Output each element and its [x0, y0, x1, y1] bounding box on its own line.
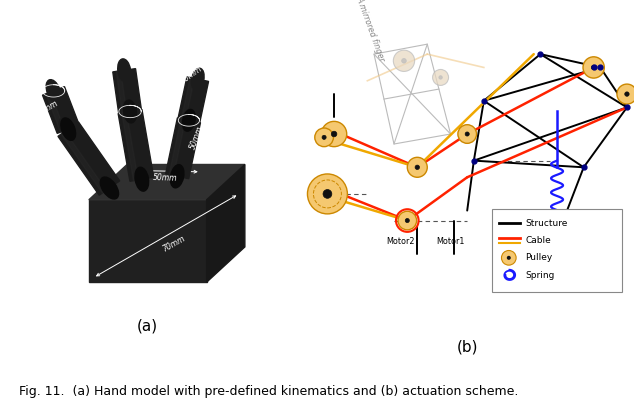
Text: 24mm: 24mm: [35, 99, 60, 118]
Polygon shape: [113, 69, 141, 113]
Circle shape: [407, 157, 428, 177]
Ellipse shape: [100, 177, 118, 199]
Ellipse shape: [170, 165, 184, 188]
Ellipse shape: [123, 99, 137, 124]
Ellipse shape: [118, 59, 131, 82]
Polygon shape: [181, 78, 195, 120]
Text: Spring: Spring: [525, 271, 555, 280]
Circle shape: [394, 50, 415, 72]
Text: 40mm: 40mm: [179, 64, 205, 85]
Ellipse shape: [191, 68, 204, 90]
Circle shape: [323, 189, 332, 198]
Ellipse shape: [61, 118, 76, 140]
Text: Motor1: Motor1: [436, 237, 465, 246]
Circle shape: [321, 121, 347, 147]
Circle shape: [433, 69, 449, 85]
Polygon shape: [118, 109, 154, 181]
Polygon shape: [116, 71, 127, 113]
Circle shape: [625, 92, 629, 96]
Circle shape: [402, 59, 406, 63]
Polygon shape: [58, 122, 120, 195]
Ellipse shape: [182, 109, 196, 132]
Circle shape: [458, 125, 477, 143]
Circle shape: [465, 132, 469, 136]
Text: 50mm: 50mm: [188, 125, 205, 151]
Circle shape: [415, 165, 419, 170]
Text: 50mm: 50mm: [153, 173, 178, 183]
Ellipse shape: [124, 100, 136, 123]
Circle shape: [617, 84, 637, 104]
Text: (b): (b): [456, 339, 478, 354]
Text: (a): (a): [137, 319, 158, 334]
Polygon shape: [89, 164, 245, 200]
Text: Cable: Cable: [525, 236, 551, 245]
FancyBboxPatch shape: [492, 209, 622, 292]
Polygon shape: [122, 112, 138, 181]
Circle shape: [591, 65, 596, 70]
Ellipse shape: [135, 167, 148, 191]
Circle shape: [398, 211, 417, 230]
Text: Motor2: Motor2: [387, 237, 415, 246]
Circle shape: [405, 219, 410, 223]
Polygon shape: [46, 92, 65, 132]
Circle shape: [583, 57, 604, 78]
Ellipse shape: [59, 118, 77, 140]
Polygon shape: [61, 131, 106, 193]
Circle shape: [507, 256, 511, 260]
Circle shape: [307, 174, 348, 214]
Circle shape: [439, 76, 442, 79]
Polygon shape: [207, 164, 245, 282]
Circle shape: [315, 128, 333, 147]
Text: Pulley: Pulley: [525, 253, 553, 262]
Circle shape: [322, 135, 326, 139]
Polygon shape: [166, 118, 200, 179]
Circle shape: [332, 131, 337, 137]
Text: A mirrored finger: A mirrored finger: [355, 0, 387, 63]
Polygon shape: [169, 119, 186, 175]
Circle shape: [502, 250, 516, 265]
Ellipse shape: [46, 80, 61, 102]
Text: Fig. 11.  (a) Hand model with pre-defined kinematics and (b) actuation scheme.: Fig. 11. (a) Hand model with pre-defined…: [19, 385, 518, 398]
Text: Structure: Structure: [525, 219, 568, 228]
Polygon shape: [89, 200, 207, 282]
Polygon shape: [178, 77, 209, 123]
Ellipse shape: [182, 109, 195, 131]
Polygon shape: [42, 86, 79, 133]
Text: 70mm: 70mm: [161, 234, 187, 254]
